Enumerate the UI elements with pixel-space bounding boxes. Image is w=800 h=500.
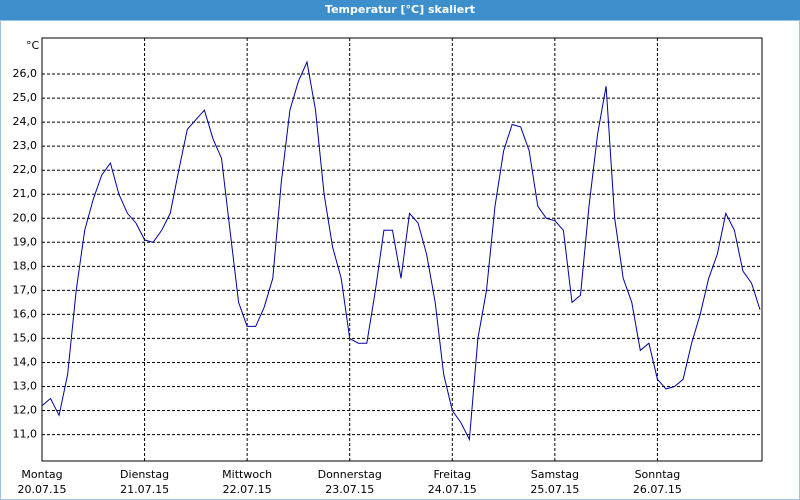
x-tick-label: 20.07.15: [18, 483, 67, 496]
x-tick-label: Mittwoch: [222, 468, 272, 481]
temperature-line: [41, 60, 761, 442]
window: [0, 20, 800, 500]
chart-title: Temperatur [°C] skaliert: [325, 3, 475, 16]
y-tick-label: 20,0: [13, 211, 38, 224]
x-tick-label: 21.07.15: [120, 483, 169, 496]
x-tick-label: 24.07.15: [428, 483, 477, 496]
y-tick-label: 21,0: [13, 187, 38, 200]
y-tick-label: 23,0: [13, 139, 38, 152]
y-tick-label: 11,0: [13, 428, 38, 441]
x-tick-label: Montag: [21, 468, 62, 481]
x-tick-label: Dienstag: [120, 468, 169, 481]
y-tick-label: 12,0: [13, 404, 38, 417]
plot-frame: [41, 37, 763, 462]
x-tick-label: 26.07.15: [633, 483, 682, 496]
y-tick-label: 25,0: [13, 91, 38, 104]
y-axis-label: °C: [26, 39, 40, 52]
y-tick-label: 16,0: [13, 307, 38, 320]
x-tick-label: 23.07.15: [325, 483, 374, 496]
x-tick-label: Freitag: [433, 468, 471, 481]
x-tick-label: 22.07.15: [223, 483, 272, 496]
x-tick-label: Donnerstag: [318, 468, 382, 481]
y-tick-label: 17,0: [13, 283, 38, 296]
y-tick-label: 19,0: [13, 235, 38, 248]
x-tick-label: 25.07.15: [530, 483, 579, 496]
y-tick-label: 24,0: [13, 115, 38, 128]
title-bar: [0, 0, 800, 20]
y-tick-label: 14,0: [13, 355, 38, 368]
x-tick-label: Samstag: [531, 468, 579, 481]
y-tick-label: 22,0: [13, 163, 38, 176]
y-tick-label: 26,0: [13, 67, 38, 80]
x-tick-label: Sonntag: [635, 468, 681, 481]
y-tick-label: 15,0: [13, 331, 38, 344]
y-tick-label: 13,0: [13, 379, 38, 392]
y-tick-label: 18,0: [13, 259, 38, 272]
